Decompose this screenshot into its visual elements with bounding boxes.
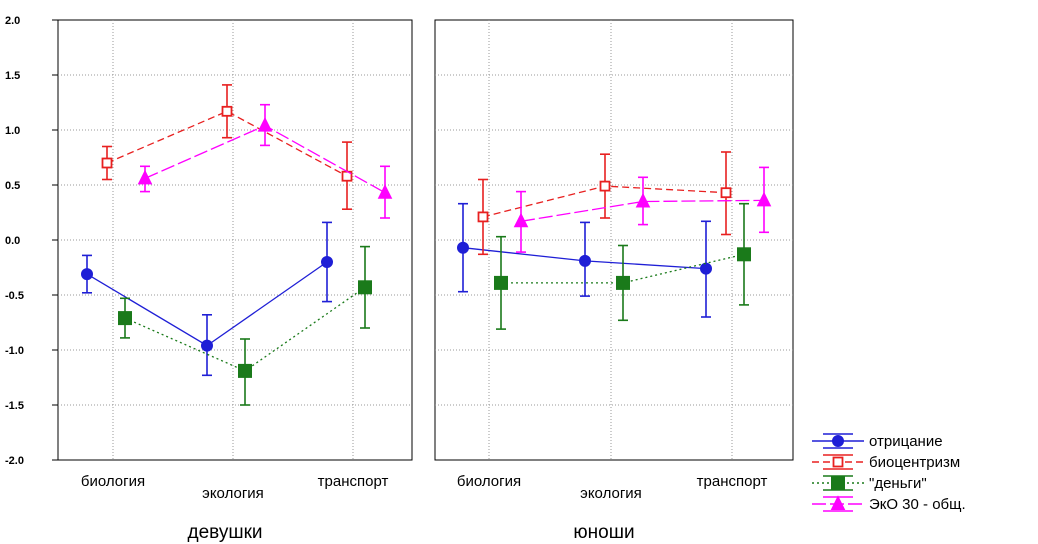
legend-label: ЭкО 30 - общ. bbox=[869, 496, 966, 513]
y-tick-label: 0.5 bbox=[5, 180, 20, 192]
legend-label: "деньги" bbox=[869, 475, 927, 492]
data-point bbox=[494, 275, 508, 290]
x-tick-label: биология bbox=[81, 473, 145, 490]
data-point bbox=[377, 184, 393, 199]
data-point bbox=[635, 192, 651, 208]
panel-1: биология экология транспорт девушки bbox=[57, 19, 413, 543]
x-tick-label: транспорт bbox=[697, 473, 768, 490]
series-2 bbox=[101, 84, 353, 210]
data-point bbox=[737, 247, 751, 262]
data-point bbox=[616, 275, 630, 290]
x-tick-label: экология bbox=[580, 485, 642, 502]
legend-label: отрицание bbox=[869, 433, 943, 450]
legend-item: ЭкО 30 - общ. bbox=[812, 495, 966, 513]
data-point bbox=[81, 268, 93, 281]
data-point bbox=[700, 262, 712, 275]
data-point bbox=[477, 211, 489, 223]
y-tick-label: 0.0 bbox=[5, 235, 20, 247]
series-line bbox=[106, 110, 348, 177]
data-point bbox=[221, 105, 233, 117]
data-point bbox=[118, 311, 132, 326]
data-point bbox=[831, 476, 845, 490]
y-tick-label: -2.0 bbox=[5, 455, 24, 467]
x-tick-label: транспорт bbox=[318, 473, 389, 490]
panel-label: юноши bbox=[573, 522, 634, 543]
data-point bbox=[321, 256, 333, 268]
data-point bbox=[579, 254, 591, 267]
data-point bbox=[832, 456, 844, 468]
data-point bbox=[257, 116, 273, 132]
series-1 bbox=[457, 202, 712, 318]
series-3 bbox=[118, 245, 372, 406]
data-point bbox=[137, 169, 153, 185]
data-point bbox=[101, 157, 113, 169]
y-tick-label: -1.5 bbox=[5, 400, 24, 412]
series-1 bbox=[81, 221, 333, 377]
chart-panels: биологияэкологиятранспортдевушкибиология… bbox=[57, 19, 794, 543]
y-tick-label: 1.0 bbox=[5, 125, 20, 137]
legend-item: отрицание bbox=[812, 433, 943, 450]
y-axis: 2.0 1.5 1.0 0.5 0.0 -0.5 -1.0 -1.5 -2.0 bbox=[5, 15, 58, 467]
data-point bbox=[756, 191, 772, 207]
legend-item: "деньги" bbox=[812, 475, 927, 492]
series-4 bbox=[513, 166, 772, 253]
data-point bbox=[599, 180, 611, 192]
data-point bbox=[238, 363, 252, 378]
y-tick-label: -0.5 bbox=[5, 290, 24, 302]
panel-label: девушки bbox=[188, 522, 263, 543]
legend-label: биоцентризм bbox=[869, 454, 960, 471]
data-point bbox=[457, 241, 469, 254]
series-3 bbox=[494, 202, 751, 330]
plot-area-frame bbox=[434, 19, 794, 461]
data-point bbox=[358, 280, 372, 295]
data-point bbox=[830, 495, 846, 510]
y-tick-label: 1.5 bbox=[5, 70, 20, 82]
panel-2: биология экология транспорт юноши bbox=[434, 19, 794, 543]
y-tick-label: -1.0 bbox=[5, 345, 24, 357]
y-tick-label: 2.0 bbox=[5, 15, 20, 27]
data-point bbox=[513, 212, 529, 228]
legend-item: биоцентризм bbox=[812, 454, 960, 471]
x-tick-label: экология bbox=[202, 485, 264, 502]
data-point bbox=[832, 435, 844, 447]
series-line bbox=[520, 199, 765, 222]
data-point bbox=[201, 339, 213, 352]
legend: отрицание биоцентризм "деньги" ЭкО 30 - общ… bbox=[812, 433, 966, 513]
series-2 bbox=[477, 151, 732, 256]
data-point bbox=[720, 187, 732, 199]
series-4 bbox=[137, 103, 393, 219]
x-tick-label: биология bbox=[457, 473, 521, 490]
